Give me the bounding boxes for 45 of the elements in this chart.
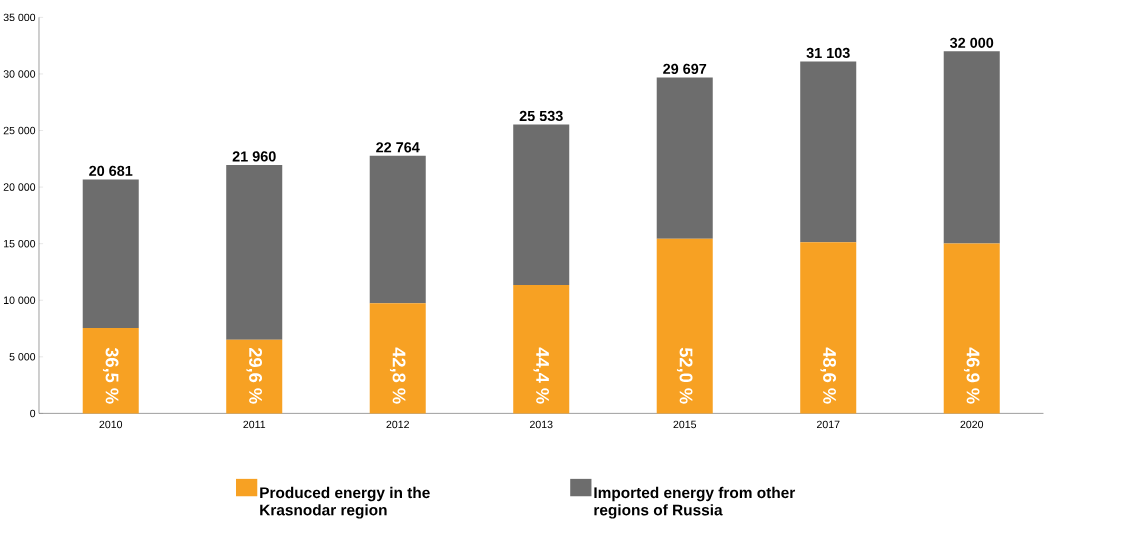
total-label: 22 764 bbox=[376, 142, 420, 153]
annotation: 52,0 % bbox=[676, 348, 693, 404]
bar bbox=[82, 179, 139, 329]
total-label: 25 533 bbox=[519, 111, 563, 122]
annotation: 36,5 % bbox=[102, 347, 119, 404]
legend-label: Imported energy from other regions of Russia bbox=[594, 487, 796, 519]
annotation: 46,9 % bbox=[963, 347, 980, 404]
bar bbox=[513, 285, 570, 414]
bar bbox=[82, 328, 139, 414]
y-tick-label: 10 000 bbox=[4, 296, 36, 305]
legend-label: Produced energy in the Krasnodar region bbox=[260, 487, 430, 519]
x-tick-label: 2012 bbox=[386, 420, 409, 429]
annotation: 29,6 % bbox=[246, 348, 263, 404]
bar bbox=[226, 340, 283, 414]
y-tick-label: 30 000 bbox=[3, 70, 36, 78]
annotation: 48,6 % bbox=[820, 347, 837, 404]
y-tick-label: 0 bbox=[30, 409, 36, 418]
bar bbox=[226, 165, 283, 341]
total-label: 32 000 bbox=[949, 37, 994, 49]
y-tick-label: 25 000 bbox=[3, 126, 36, 135]
bar bbox=[800, 61, 857, 243]
bar bbox=[943, 51, 1000, 244]
x-tick-label: 2013 bbox=[529, 420, 553, 429]
bar bbox=[800, 242, 857, 414]
total-label: 20 681 bbox=[89, 165, 133, 177]
x-tick-label: 2020 bbox=[960, 420, 984, 429]
y-tick-label: 20 000 bbox=[3, 183, 36, 192]
annotation: 42,8 % bbox=[389, 347, 406, 404]
x-tick-label: 2010 bbox=[99, 420, 123, 429]
bar bbox=[656, 238, 713, 414]
y-tick-label: 15 000 bbox=[4, 240, 36, 248]
bar bbox=[656, 77, 713, 239]
total-label: 31 103 bbox=[806, 48, 850, 59]
x-tick-label: 2015 bbox=[673, 420, 697, 429]
x-tick-label: 2011 bbox=[243, 420, 266, 429]
y-tick-label: 35 000 bbox=[3, 13, 36, 22]
x-tick-label: 2017 bbox=[816, 420, 840, 429]
total-label: 21 960 bbox=[232, 151, 276, 162]
annotation: 44,4 % bbox=[533, 347, 550, 404]
bar bbox=[369, 303, 426, 414]
bar bbox=[513, 124, 570, 286]
bar bbox=[943, 243, 1000, 414]
bar bbox=[369, 156, 426, 304]
total-label: 29 697 bbox=[663, 63, 707, 75]
y-tick-label: 5 000 bbox=[9, 353, 36, 361]
